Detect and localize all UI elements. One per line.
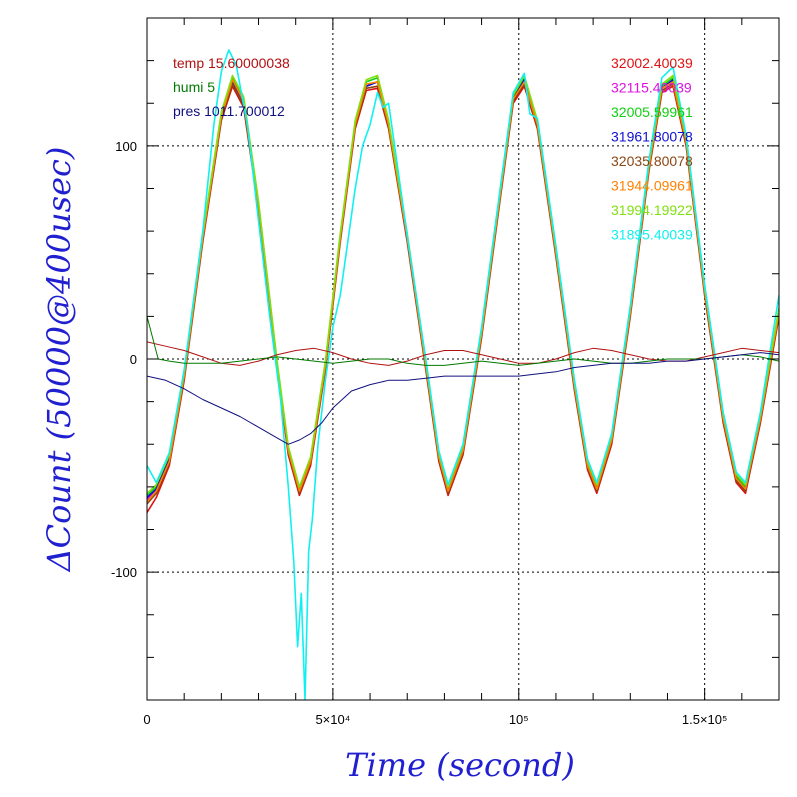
legend-entry: 32005.59961 (611, 104, 693, 120)
legend-entry: 31895.40039 (611, 227, 693, 243)
x-tick-label: 5×10⁴ (315, 712, 350, 727)
ticks-layer: 0 5×10⁴ 10⁵ 1.5×10⁵ -100 0 100 (111, 17, 780, 727)
y-axis-title: ΔCount (50000@400usec) (40, 147, 78, 574)
legend-entry: temp 15.60000038 (173, 55, 290, 71)
legend-entry: 32115.40039 (611, 80, 692, 96)
legend-entry: humi 5 (173, 79, 215, 95)
legend-entry: 31961.80078 (611, 129, 693, 145)
x-tick-label: 0 (143, 712, 150, 727)
x-tick-label: 10⁵ (509, 712, 529, 727)
legend-entry: 32035.80078 (611, 153, 693, 169)
series-line (147, 316, 779, 366)
y-tick-label: -100 (111, 565, 137, 580)
legend-entry: 32002.40039 (611, 55, 693, 71)
x-tick-label: 1.5×10⁵ (682, 712, 728, 727)
series-line (147, 352, 779, 445)
legend-entry: 31944.09961 (611, 178, 693, 194)
y-tick-label: 0 (130, 352, 137, 367)
legend-entry: pres 1011.700012 (173, 103, 285, 119)
legend-layer: temp 15.60000038 humi 5 pres 1011.700012 32… (173, 55, 693, 243)
y-tick-label: 100 (115, 139, 137, 154)
series-line (147, 49, 779, 700)
series-layer (147, 49, 779, 700)
x-axis-title: Time (second) (345, 746, 575, 784)
legend-entry: 31994.19922 (611, 202, 693, 218)
